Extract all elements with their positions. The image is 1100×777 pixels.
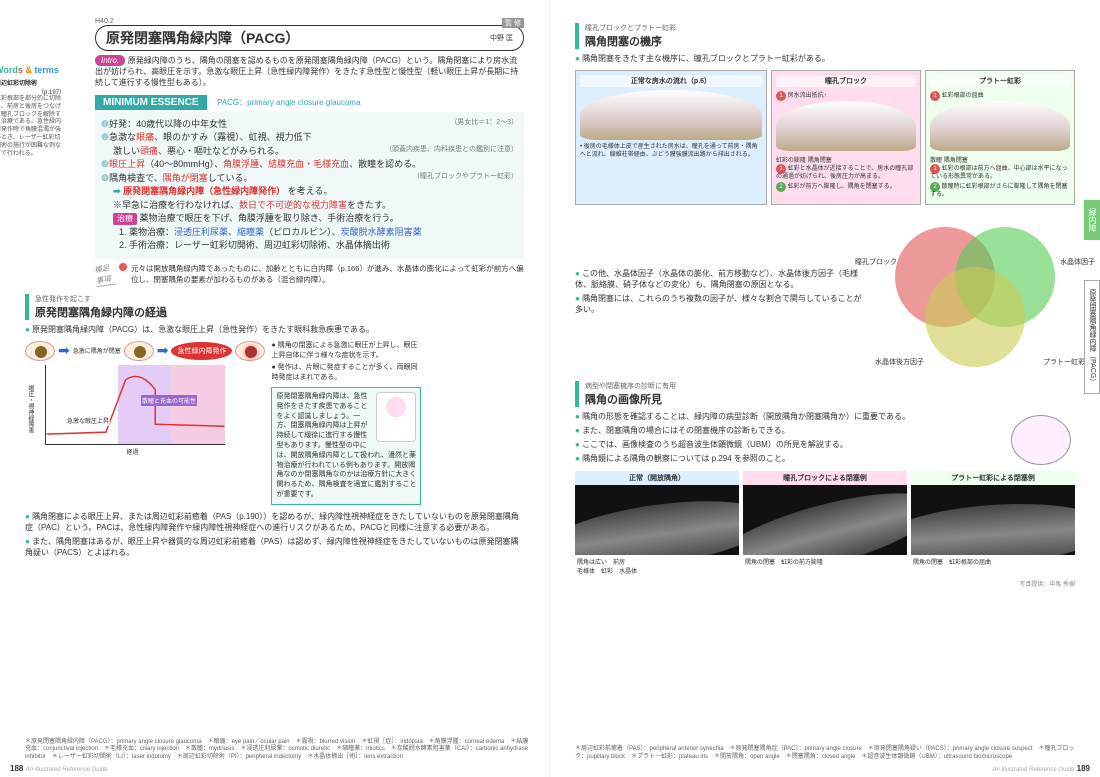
glossary-right: ＊周辺虹彩前癒着（PAS）：peripheral anterior synech…	[575, 746, 1075, 762]
title-row: 原発閉塞隅角緑内障（PACG） 中野 匡	[95, 25, 524, 51]
burst-icon: 急性緑内障発作	[171, 342, 232, 360]
eye-attack-icon	[235, 341, 265, 361]
progress-figure: ➡ 急激に隅角が閉塞 ➡ 急性緑内障発作 眼圧・視神経障害 経過 急激な眼圧上昇…	[25, 341, 524, 505]
photo-credit: 写真提供：中馬 秀樹	[575, 579, 1075, 588]
glossary-left: ＊原発閉塞隅角緑内障（PACG）：primary angle closure g…	[25, 739, 534, 762]
doctor-comment-box: 原発閉塞隅角緑内障は、急性発作をきたす疾患であることをよく認識しましょう。一方、…	[271, 387, 421, 505]
intro-block: Intro. 原発緑内障のうち、隅角の閉塞を認めるものを原発閉塞隅角緑内障（PA…	[95, 55, 524, 89]
eye-schematic-icon	[1011, 415, 1071, 465]
section-progress-head: 急性発作を起こす 原発閉塞隅角緑内障の経過	[25, 294, 524, 320]
sidebar-term-page: （p.197）	[0, 87, 65, 96]
sec1-p1: 原発閉塞隅角緑内障（PACG）は、急激な眼圧上昇（急性発作）をきたす眼科救急疾患…	[25, 324, 524, 335]
section-mechanism-head: 瞳孔ブロックとプラトー虹彩 隅角閉塞の機序	[575, 23, 1075, 49]
supervisor-name: 中野 匡	[490, 33, 513, 43]
ubm-block-img	[743, 485, 907, 555]
sec1-b1: 隅角閉塞による眼圧上昇、または周辺虹彩前癒着（PAS（p.190））を認めるが、…	[25, 511, 524, 533]
disease-code: H40.2	[95, 18, 114, 25]
intro-tag: Intro.	[95, 55, 125, 66]
ubm-plateau-img	[911, 485, 1075, 555]
supplement-note: 補足事項 元々は開放隅角緑内障であったものに、加齢とともに白内障（p.166）が…	[95, 263, 524, 286]
minimum-essence-box: ❶好発：40歳代以降の中年女性 （男女比＝1：2〜3） ❷急激な眼痛、眼のかすみ…	[95, 112, 524, 259]
sec1-b2: また、隅角閉塞はあるが、眼圧上昇や器質的な周辺虹彩前癒着（PAS）は認めず、緑内…	[25, 536, 524, 558]
supervisor-tag: 監 修	[502, 18, 524, 28]
iop-chart: 眼圧・視神経障害 経過 急激な眼圧上昇 散瞳と充血の可能性	[45, 365, 225, 445]
ubm-figure-row: 正常（開放隅角） 隅角は広い 前房毛様体 虹彩 水晶体 瞳孔ブロックによる閉塞例…	[575, 471, 1075, 577]
eye-cross-plateau-icon	[930, 101, 1070, 151]
sidebar-term-body: 虹彩根部を部分的に切除し、前房と後房をつなげて瞳孔ブロックを解除する治療である。…	[0, 96, 65, 158]
venn-p1: この他、水晶体因子（水晶体の膨化、前方移動など）、水晶体後方因子（毛様体、脈絡膜…	[575, 268, 867, 290]
main-title: 原発閉塞隅角緑内障（PACG）	[106, 28, 490, 48]
venn-diagram: 瞳孔ブロック 水晶体因子 水晶体後方因子 プラトー虹彩	[875, 217, 1075, 367]
intro-text: 原発緑内障のうち、隅角の閉塞を認めるものを原発閉塞隅角緑内障（PACG）という。…	[95, 56, 518, 87]
eye-normal-icon	[25, 341, 55, 361]
venn-p2: 隅角閉塞には、これらのうち複数の因子が、様々な割合で関与していることが多い。	[575, 293, 867, 315]
side-tab-topic: 原発閉塞隅角緑内障（PACG）	[1084, 280, 1100, 394]
ubm-normal-img	[575, 485, 739, 555]
doctor-icon	[376, 392, 416, 442]
eye-cross-normal-icon	[580, 90, 762, 140]
minimum-essence-sub: PACG：primary angle closure glaucoma	[217, 98, 360, 107]
side-tab-category: 緑内障	[1084, 200, 1100, 240]
eye-cross-block-icon	[776, 101, 916, 151]
minimum-essence-tag: MINIMUM ESSENCE	[95, 95, 207, 110]
words-terms-sidebar: Words & terms 周辺虹彩切除術 （p.197） 虹彩根部を部分的に切…	[0, 60, 70, 163]
mechanism-figure: 正常な房水の流れ（p.6） • 後房の毛様体上皮で産生された房水は、瞳孔を通って…	[575, 70, 1075, 205]
sec2-p1: 隅角閉塞をきたす主な機序に、瞳孔ブロックとプラトー虹彩がある。	[575, 53, 1075, 64]
sidebar-term-head: 周辺虹彩切除術	[0, 78, 65, 87]
eye-closed-icon	[124, 341, 154, 361]
section-imaging-head: 病型や閉塞機序の診断に有用 隅角の画像所見	[575, 381, 1075, 407]
